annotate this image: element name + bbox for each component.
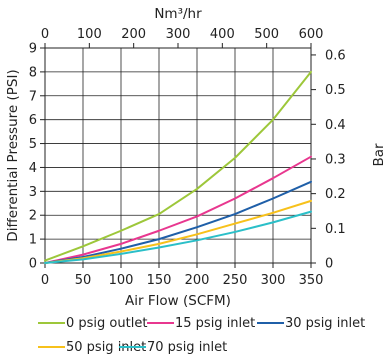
y-tick-label: 5 <box>29 137 37 152</box>
x2-axis-title: Nm³/hr <box>154 6 202 22</box>
x-axis-title: Air Flow (SCFM) <box>125 293 231 309</box>
y2-tick-label: 0.6 <box>325 48 346 63</box>
y-tick-label: 3 <box>29 185 37 200</box>
x2-tick-label: 300 <box>166 27 191 42</box>
y-axis-title: Differential Pressure (PSI) <box>5 69 21 241</box>
series-line <box>44 180 312 264</box>
x2-tick-label: 200 <box>121 27 146 42</box>
y-tick-label: 6 <box>29 113 37 128</box>
series-line <box>44 155 312 264</box>
x-tick-label: 200 <box>185 273 210 288</box>
x-tick-label: 250 <box>223 273 248 288</box>
y2-tick-label: 0 <box>325 257 333 272</box>
legend: 0 psig outlet 15 psig inlet 30 psig inlet 5… <box>38 316 365 355</box>
legend-label: 50 psig inlet <box>66 340 146 355</box>
plot-frame <box>44 47 312 264</box>
legend-label: 15 psig inlet <box>175 316 255 331</box>
x2-tick-label: 500 <box>254 27 279 42</box>
x-tick-label: 350 <box>299 273 324 288</box>
x-tick-label: 50 <box>75 273 92 288</box>
y-tick-label: 2 <box>29 209 37 224</box>
x2-tick-label: 600 <box>299 27 324 42</box>
series-line <box>44 210 312 264</box>
y2-axis-title: Bar <box>371 143 387 167</box>
legend-label: 0 psig outlet <box>66 316 147 331</box>
series-lines <box>44 70 312 264</box>
legend-label: 30 psig inlet <box>285 316 365 331</box>
y-tick-label: 0 <box>29 257 37 272</box>
y-tick-label: 9 <box>29 42 37 57</box>
x-tick-label: 150 <box>147 273 172 288</box>
y2-tick-label: 0.5 <box>325 83 346 98</box>
legend-label: 70 psig inlet <box>147 340 227 355</box>
x2-tick-label: 0 <box>41 27 49 42</box>
y2-tick-label: 0.2 <box>325 187 346 202</box>
y-tick-label: 1 <box>29 233 37 248</box>
series-line <box>44 199 312 264</box>
grid <box>44 47 312 264</box>
x-tick-label: 100 <box>109 273 134 288</box>
y-tick-label: 8 <box>29 65 37 80</box>
x-tick-label: 300 <box>261 273 286 288</box>
y-tick-label: 4 <box>29 161 37 176</box>
x2-tick-label: 100 <box>77 27 102 42</box>
y2-tick-label: 0.4 <box>325 118 346 133</box>
x2-tick-label: 400 <box>210 27 235 42</box>
series-line <box>44 70 312 262</box>
x-tick-label: 0 <box>41 273 49 288</box>
y2-tick-label: 0.3 <box>325 152 346 167</box>
y-tick-label: 7 <box>29 89 37 104</box>
y2-tick-label: 0.1 <box>325 222 346 237</box>
